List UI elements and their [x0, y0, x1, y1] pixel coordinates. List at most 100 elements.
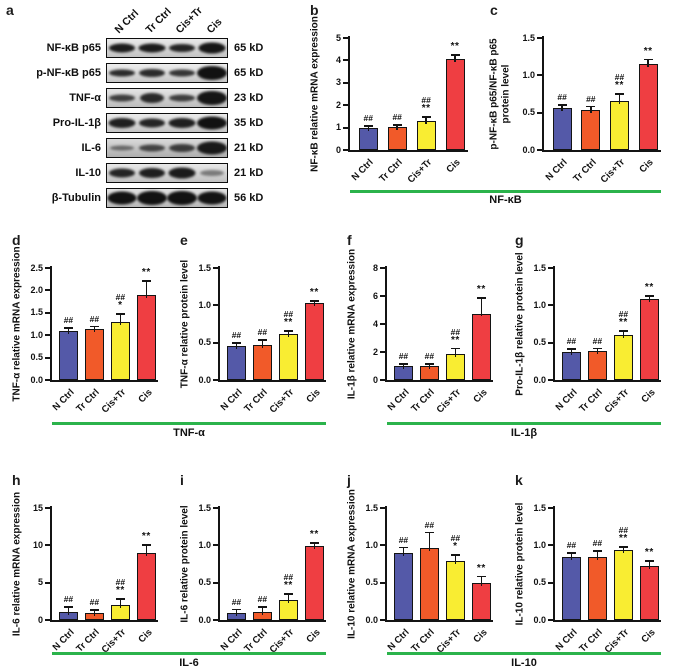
y-axis-title: IL-6 relative mRNA expression — [11, 470, 23, 658]
bar — [471, 313, 491, 380]
significance-mark: ** — [618, 532, 628, 544]
error-bar — [287, 330, 290, 338]
bar — [613, 549, 633, 620]
significance-label: ## — [258, 328, 267, 337]
significance-mark: ** — [421, 103, 431, 115]
y-tick — [45, 544, 50, 547]
y-axis-title-line: NF-κB relative mRNA expression — [309, 16, 321, 172]
group-label: IL-10 — [511, 657, 537, 669]
y-axis-title-line: p-NF-κB p65/NF-κB p65 — [488, 38, 500, 150]
x-tick-label: Tr Ctrl — [74, 627, 103, 655]
significance-label: ## ** — [421, 96, 431, 115]
y-axis — [50, 506, 52, 622]
y-tick — [537, 74, 542, 77]
error-bar — [570, 349, 573, 355]
significance-label: ** — [645, 283, 654, 293]
significance-label: ** — [309, 286, 319, 298]
y-tick — [537, 111, 542, 114]
x-tick-label: Cis+Tr — [405, 157, 434, 186]
x-tick-label: Tr Ctrl — [74, 387, 103, 415]
y-tick-label: 5 — [335, 32, 341, 43]
significance-label: ## ** — [284, 309, 293, 327]
x-tick-label: Cis+Tr — [598, 157, 628, 186]
error-bar-cap — [476, 297, 486, 299]
y-tick — [548, 544, 553, 547]
error-bar-cap — [283, 329, 293, 332]
y-tick-label: 1.0 — [198, 299, 211, 310]
error-bar — [428, 364, 431, 369]
y-tick-label: 0 — [335, 144, 341, 155]
x-tick-label: Cis — [470, 627, 490, 646]
chart-h: h IL-6 relative mRNA expression 0 5 10 15 ## N … — [2, 472, 170, 664]
error-bar-cap — [115, 598, 125, 600]
error-bar — [454, 348, 457, 358]
y-axis — [348, 36, 350, 152]
bar — [445, 354, 465, 380]
y-tick — [537, 37, 542, 39]
error-bar — [480, 576, 483, 587]
y-tick-label: 15 — [32, 502, 43, 513]
error-bar — [648, 561, 651, 570]
y-axis-title: p-NF-κB p65/NF-κB p65 protein level — [489, 0, 512, 188]
chart-d: d TNF-α relative mRNA expression 0.0 0.5 1.0… — [2, 232, 170, 424]
protein-band — [107, 191, 137, 205]
protein-label: IL-10 — [75, 167, 101, 179]
y-axis-title-line: IL-6 relative mRNA expression — [11, 491, 23, 637]
error-bar-cap — [592, 347, 602, 350]
x-tick-label: Tr Ctrl — [409, 627, 438, 655]
protein-band — [169, 144, 195, 152]
y-tick-label: 4 — [372, 318, 378, 329]
y-axis-title: TNF-α relative protein level — [179, 230, 191, 418]
y-tick-label: 0.5 — [198, 577, 211, 588]
protein-band — [109, 94, 135, 102]
significance-mark: ** — [309, 286, 319, 298]
y-tick-label: 1 — [335, 122, 341, 133]
y-tick — [380, 379, 385, 381]
significance-mark: ** — [141, 267, 151, 279]
x-axis — [385, 380, 493, 382]
group-underline — [350, 190, 661, 193]
protein-band — [197, 191, 227, 205]
error-bar-cap — [644, 295, 654, 298]
panel-letter-f: f — [347, 232, 352, 248]
bar — [278, 599, 298, 620]
error-bar-cap — [424, 363, 434, 365]
y-tick-label: 5 — [37, 577, 43, 588]
error-bar-cap — [421, 116, 431, 119]
bar — [561, 557, 581, 620]
molecular-weight-label: 23 kD — [234, 92, 264, 104]
error-bar — [590, 106, 592, 113]
y-tick — [548, 619, 553, 621]
significance-mark: ## — [424, 519, 435, 530]
significance-label: ## — [64, 595, 73, 604]
significance-label: ## — [64, 316, 73, 325]
error-bar — [454, 54, 456, 63]
y-tick-label: 0 — [37, 614, 43, 625]
bar — [552, 108, 572, 150]
group-underline — [52, 652, 326, 655]
bar — [639, 566, 659, 620]
significance-label: ## * — [451, 534, 460, 552]
bar — [609, 100, 629, 150]
x-tick-label: Tr Ctrl — [377, 157, 405, 185]
significance-mark: ## — [231, 596, 242, 607]
bar — [581, 109, 601, 150]
error-bar — [93, 609, 96, 616]
protein-band — [168, 167, 196, 179]
panel-letter-k: k — [515, 472, 523, 488]
y-tick — [548, 581, 553, 584]
significance-mark: ** — [141, 531, 151, 543]
chart-g: g Pro-IL-1β relative protein level 0.0 0.5 1… — [505, 232, 673, 424]
chart-e: e TNF-α relative protein level 0.0 0.5 1.0 1.… — [170, 232, 338, 424]
bar — [226, 346, 246, 380]
y-tick-label: 2 — [335, 99, 341, 110]
error-bar-cap — [618, 330, 628, 333]
y-tick — [343, 149, 348, 151]
significance-label: ## — [90, 314, 99, 324]
y-tick-label: 1.0 — [533, 299, 546, 310]
error-bar — [367, 126, 370, 131]
significance-label: ## — [424, 519, 435, 530]
protein-band — [169, 94, 195, 102]
significance-label: ## — [258, 595, 267, 604]
error-bar-cap — [398, 546, 408, 549]
